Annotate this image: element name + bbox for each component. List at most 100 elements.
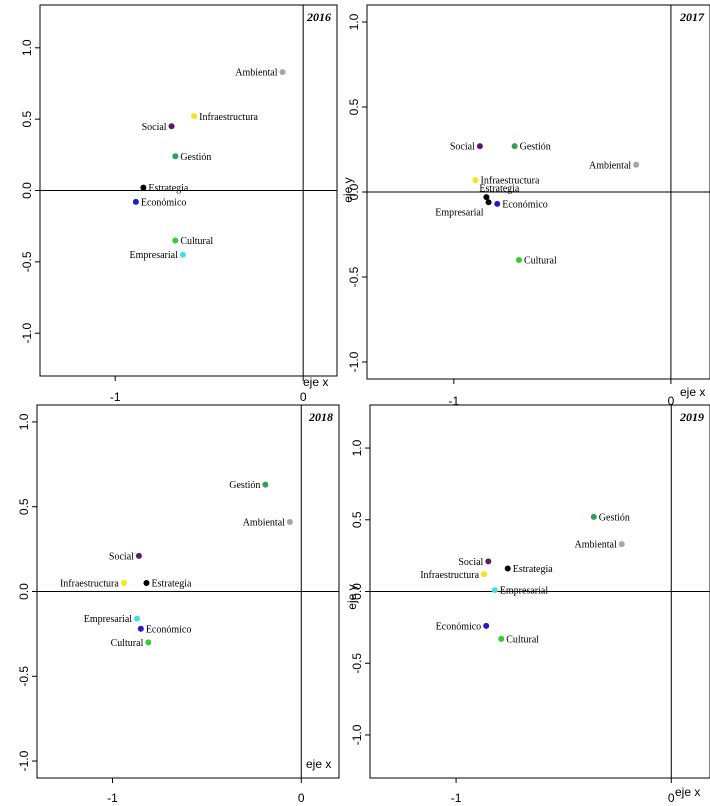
data-point-label: Económico xyxy=(146,624,192,635)
y-axis-label: eje y xyxy=(341,177,355,202)
y-tick-label: -0.5 xyxy=(20,251,34,272)
panel-year-label: 2018 xyxy=(308,410,333,424)
data-point-label: Gestión xyxy=(229,480,260,491)
data-point-label: Cultural xyxy=(180,236,213,247)
data-point xyxy=(476,143,483,150)
data-point-label: Infraestructura xyxy=(481,176,540,187)
data-point xyxy=(132,198,139,205)
panel-year-label: 2019 xyxy=(679,410,704,424)
y-tick-label: 0.5 xyxy=(20,110,34,127)
x-axis-label: eje x xyxy=(303,375,328,389)
data-point xyxy=(179,251,186,258)
y-tick-label: 0.5 xyxy=(347,98,361,115)
x-tick-label: -1 xyxy=(107,791,118,805)
data-point-label: Estrategia xyxy=(148,183,189,194)
data-point-label: Económico xyxy=(141,197,187,208)
data-point-label: Infraestructura xyxy=(199,112,258,123)
data-point-label: Ambiental xyxy=(243,517,285,528)
data-point xyxy=(504,565,511,572)
y-tick-label: -1.0 xyxy=(20,323,34,344)
y-tick-label: 0.0 xyxy=(20,182,34,199)
x-axis-label: eje x xyxy=(306,757,331,771)
y-tick-label: 1.0 xyxy=(350,439,364,456)
data-point xyxy=(137,625,144,632)
data-point xyxy=(481,571,488,578)
x-axis-label: eje x xyxy=(680,385,705,399)
y-tick-label: -0.5 xyxy=(347,266,361,287)
x-tick-label: 0 xyxy=(668,394,675,408)
data-point-label: Empresarial xyxy=(130,250,179,261)
y-tick-label: 0.0 xyxy=(350,583,364,600)
data-point-label: Gestión xyxy=(520,142,551,153)
data-point xyxy=(485,199,492,206)
data-point-label: Gestión xyxy=(599,512,630,523)
data-point-label: Empresarial xyxy=(435,208,484,219)
data-point-label: Ambiental xyxy=(575,540,617,551)
data-point-label: Social xyxy=(109,551,134,562)
y-tick-label: -1.0 xyxy=(350,724,364,745)
data-point-label: Económico xyxy=(436,621,482,632)
y-tick-label: 0.5 xyxy=(17,498,31,515)
data-point-label: Ambiental xyxy=(235,68,277,79)
data-point xyxy=(483,194,490,201)
data-point xyxy=(286,518,293,525)
y-tick-label: -1.0 xyxy=(17,750,31,771)
x-tick-label: 0 xyxy=(300,390,307,404)
y-axis-label: eje y xyxy=(345,584,359,609)
data-point xyxy=(511,143,518,150)
data-point-label: Ambiental xyxy=(589,160,631,171)
x-tick-label: 0 xyxy=(668,791,675,805)
x-tick-label: -1 xyxy=(451,791,462,805)
x-tick-label: -1 xyxy=(110,390,121,404)
data-point xyxy=(483,622,490,629)
data-point xyxy=(172,153,179,160)
data-point xyxy=(515,257,522,263)
data-point xyxy=(494,200,501,207)
data-point xyxy=(135,552,142,559)
data-point xyxy=(134,615,141,622)
data-point xyxy=(472,177,479,184)
scatter-panel-2017: -1.0 -0.5 0.0 0.5 1.0 -1 0 eje x eje y 2017 Social… xyxy=(341,4,710,408)
data-point xyxy=(498,635,505,642)
y-tick-label: 1.0 xyxy=(17,413,31,430)
y-tick-label: -0.5 xyxy=(350,653,364,674)
data-point-label: Gestión xyxy=(180,152,211,163)
data-point-label: Infraestructura xyxy=(60,579,119,590)
y-tick-label: 0.0 xyxy=(347,183,361,200)
data-point-label: Estrategia xyxy=(151,579,192,590)
y-tick-label: -1.0 xyxy=(347,351,361,372)
data-point xyxy=(590,513,597,520)
data-point-label: Cultural xyxy=(506,634,539,645)
y-tick-label: 1.0 xyxy=(20,39,34,56)
y-tick-label: 1.0 xyxy=(347,13,361,30)
data-point xyxy=(279,69,286,76)
data-point xyxy=(120,580,127,587)
data-point xyxy=(143,580,150,587)
data-point-label: Empresarial xyxy=(500,586,549,597)
data-point xyxy=(485,558,492,565)
data-point xyxy=(145,639,152,646)
x-tick-label: -1 xyxy=(448,394,459,408)
data-point-label: Social xyxy=(450,142,475,153)
data-point-label: Estrategia xyxy=(479,184,520,195)
y-tick-label: 0.0 xyxy=(17,583,31,600)
data-point-label: Estrategia xyxy=(513,564,554,575)
data-point-label: Económico xyxy=(502,199,548,210)
data-point xyxy=(491,587,498,594)
data-point xyxy=(172,237,179,244)
x-axis-label: eje x xyxy=(675,785,700,799)
data-point xyxy=(140,184,147,191)
x-tick-label: 0 xyxy=(298,791,305,805)
data-point xyxy=(168,123,175,130)
panel-year-label: 2016 xyxy=(306,10,331,24)
data-point xyxy=(618,541,625,548)
scatter-panel-2019: -1.0 -0.5 0.0 0.5 1.0 -1 0 eje x eje y 2019 Gestió… xyxy=(345,404,710,805)
data-point-label: Cultural xyxy=(111,638,144,649)
scatter-panel-2018: -1.0 -0.5 0.0 0.5 1.0 -1 0 eje x 2018 Gestión Ambi… xyxy=(17,404,340,805)
data-point-label: Empresarial xyxy=(84,614,133,625)
data-point-label: Social xyxy=(142,122,167,133)
data-point xyxy=(262,481,269,488)
data-point xyxy=(633,161,640,168)
